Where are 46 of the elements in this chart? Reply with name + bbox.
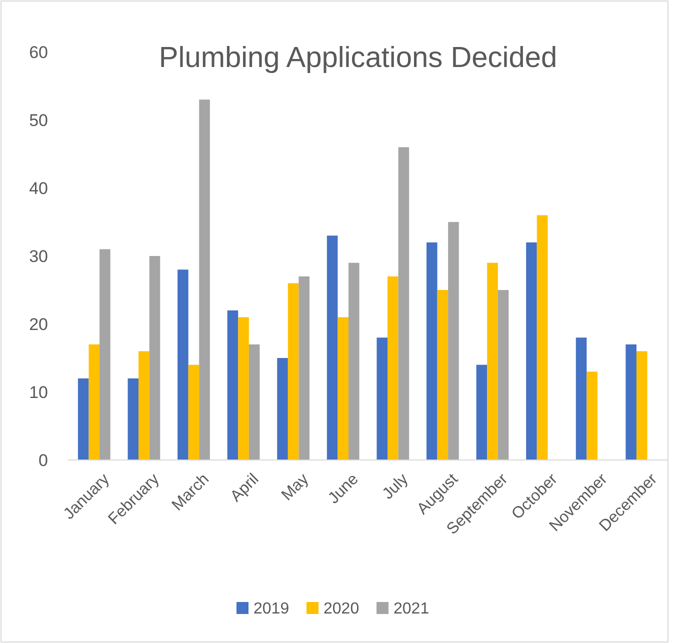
y-tick-label: 50 bbox=[29, 110, 48, 130]
bar bbox=[536, 215, 548, 460]
bar bbox=[398, 147, 410, 460]
y-tick-label: 60 bbox=[29, 42, 48, 62]
bar bbox=[100, 249, 110, 460]
bar bbox=[238, 317, 249, 460]
y-tick-label: 0 bbox=[38, 450, 48, 470]
bar bbox=[128, 378, 139, 460]
bar bbox=[298, 276, 310, 460]
bar bbox=[626, 344, 636, 460]
bar bbox=[376, 338, 388, 460]
bar bbox=[149, 256, 160, 460]
bar bbox=[78, 378, 89, 460]
bar bbox=[388, 276, 398, 460]
bar bbox=[338, 317, 348, 460]
bar bbox=[498, 290, 509, 460]
x-tick-label: May bbox=[278, 470, 312, 504]
bar bbox=[88, 344, 100, 460]
bar bbox=[326, 236, 338, 460]
bar bbox=[348, 262, 360, 460]
bar bbox=[138, 351, 150, 460]
y-tick-label: 40 bbox=[29, 178, 48, 198]
bar bbox=[636, 351, 648, 460]
bar bbox=[227, 310, 238, 460]
bar bbox=[277, 358, 288, 460]
bar bbox=[426, 242, 438, 460]
x-tick-label: July bbox=[380, 470, 412, 503]
bar bbox=[448, 222, 459, 460]
bar bbox=[586, 372, 598, 460]
y-tick-label: 10 bbox=[29, 382, 48, 402]
bar bbox=[288, 283, 299, 460]
bar bbox=[188, 364, 200, 460]
y-tick-label: 30 bbox=[29, 246, 48, 266]
bar bbox=[178, 270, 188, 460]
legend-label: 2020 bbox=[324, 600, 360, 618]
bar bbox=[476, 364, 488, 460]
bar bbox=[526, 242, 537, 460]
legend-label: 2019 bbox=[254, 600, 290, 618]
bar bbox=[487, 262, 498, 460]
chart-title: Plumbing Applications Decided bbox=[158, 42, 558, 74]
bar bbox=[576, 338, 587, 460]
y-tick-label: 20 bbox=[29, 314, 48, 334]
legend-label: 2021 bbox=[394, 600, 430, 618]
bar bbox=[437, 290, 448, 460]
bar bbox=[248, 344, 260, 460]
bar bbox=[199, 100, 210, 460]
